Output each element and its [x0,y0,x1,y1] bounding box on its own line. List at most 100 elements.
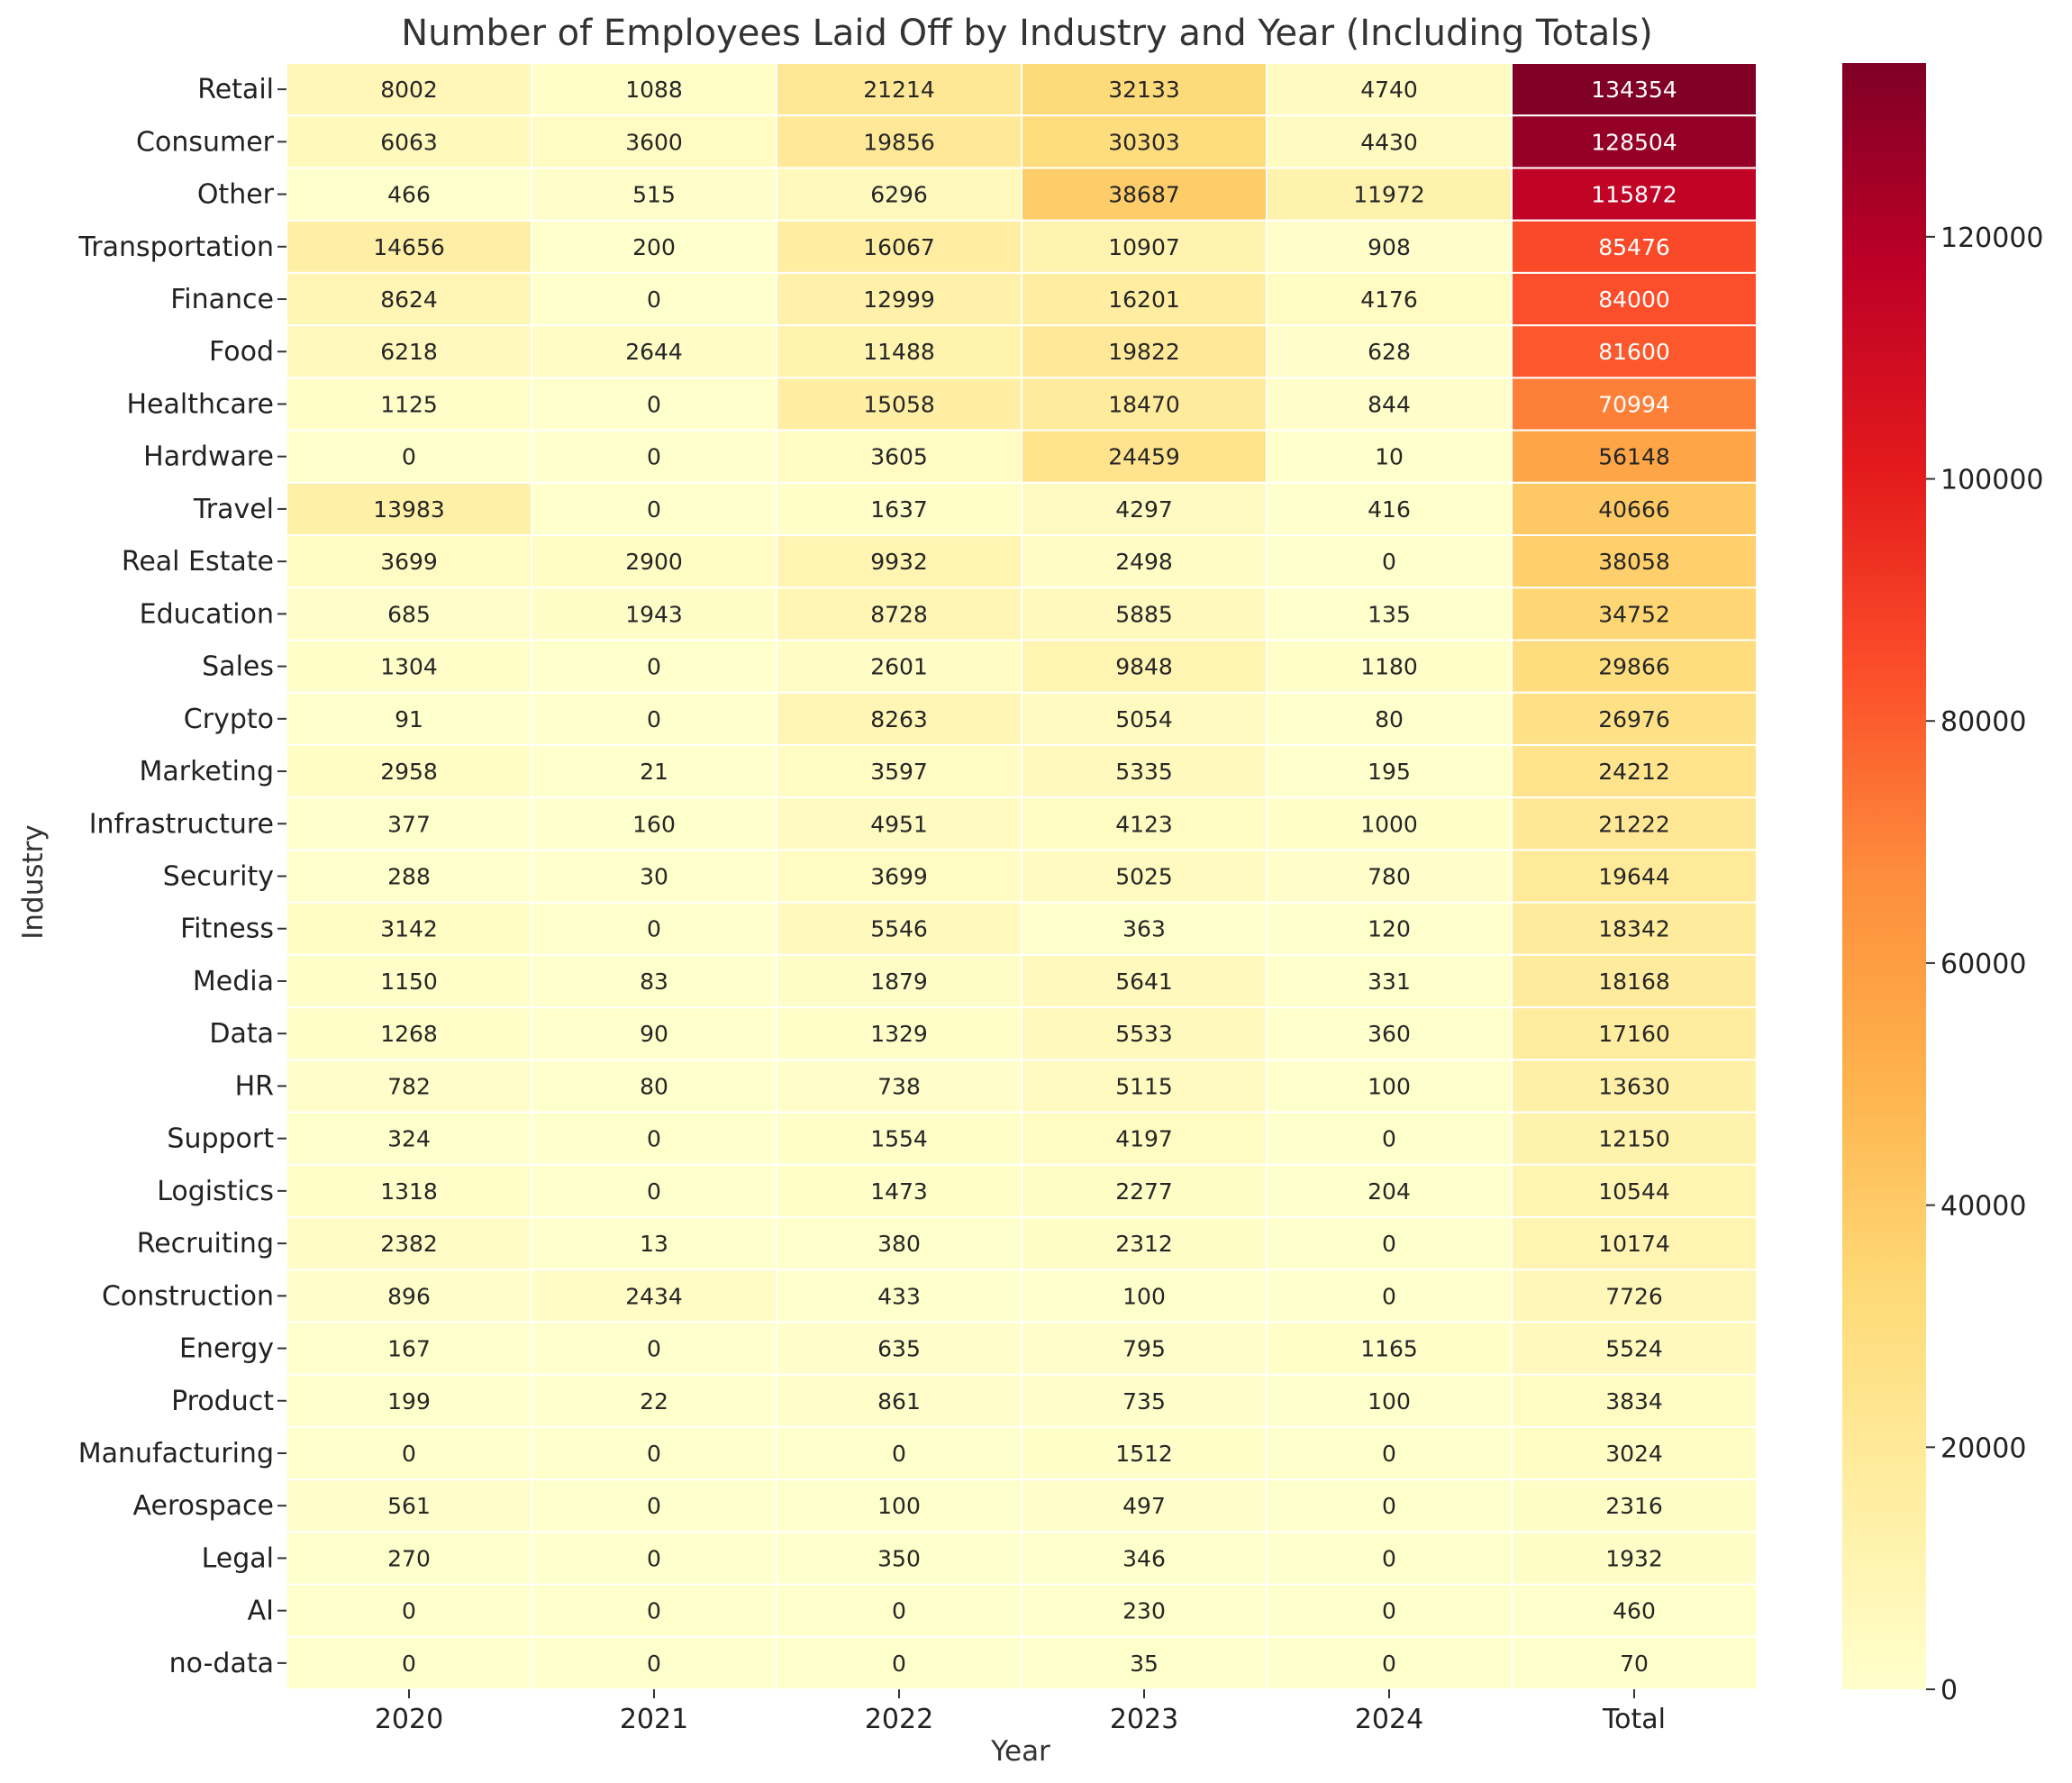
cell-value-label: 90 [640,1021,668,1047]
y-tick-label: Product [171,1386,274,1417]
cell-value-label: 0 [647,496,661,523]
cell-value-label: 3699 [380,549,438,575]
cell-value-label: 1512 [1115,1441,1173,1467]
cell-value-label: 11488 [863,339,935,365]
cell-value-label: 561 [387,1493,431,1519]
cell-value-label: 1125 [380,391,438,417]
cell-value-label: 100 [1122,1283,1166,1309]
cell-value-label: 22 [640,1388,668,1415]
cell-value-label: 1329 [870,1021,928,1047]
cell-value-label: 16201 [1108,287,1180,313]
cell-value-label: 0 [647,287,661,313]
cell-value-label: 1165 [1360,1336,1418,1362]
cell-value-label: 4176 [1360,287,1418,313]
cell-value-label: 19644 [1598,864,1670,890]
y-tick-label: Crypto [184,704,274,735]
cell-value-label: 2434 [625,1283,683,1309]
y-tick-label: Construction [102,1280,274,1312]
cell-value-label: 2958 [380,759,438,785]
colorbar: 0 20000 40000 60000 80000 100000 120000 [1842,63,2044,1706]
cell-value-label: 0 [647,1441,661,1467]
x-tick-label: 2021 [620,1704,688,1735]
y-tick-label: Fitness [180,914,274,945]
y-tick-label: Travel [193,494,274,525]
cell-value-label: 1554 [870,1126,928,1152]
y-tick-label: Media [193,966,274,997]
y-tick-label: AI [248,1596,274,1627]
cell-value-label: 4430 [1360,129,1418,155]
cell-value-label: 1088 [625,77,683,103]
y-tick-label: Logistics [157,1176,274,1207]
y-tick-label: Energy [179,1333,274,1365]
cell-value-label: 91 [395,706,423,732]
cell-value-label: 896 [387,1283,431,1309]
cell-value-label: 0 [1382,1651,1396,1677]
y-tick-label: Sales [202,651,274,683]
cell-value-label: 288 [387,864,431,890]
cell-value-label: 0 [1382,1545,1396,1571]
cell-value-label: 0 [1382,1598,1396,1624]
x-tick-label: 2023 [1110,1704,1178,1735]
y-tick-label: Healthcare [126,388,274,420]
cell-value-label: 331 [1368,969,1411,995]
cell-value-label: 5054 [1115,706,1173,732]
cell-value-label: 350 [877,1545,921,1571]
cell-value-label: 12999 [863,287,935,313]
cell-value-label: 38687 [1108,182,1180,208]
cell-value-label: 0 [647,1336,661,1362]
cell-value-label: 81600 [1598,339,1670,365]
cell-value-label: 115872 [1591,182,1677,208]
cell-value-label: 70 [1620,1651,1649,1677]
y-tick-label: Hardware [143,441,274,473]
cell-value-label: 346 [1122,1545,1166,1571]
cell-value-label: 30 [640,864,668,890]
cell-value-label: 0 [1382,1441,1396,1467]
cell-value-label: 0 [1382,549,1396,575]
y-tick-label: Food [209,336,274,368]
cell-value-label: 30303 [1108,129,1180,155]
cell-value-label: 0 [1382,1283,1396,1309]
cell-value-label: 19856 [863,129,935,155]
cell-value-label: 1150 [380,969,438,995]
cell-value-label: 2312 [1115,1231,1173,1257]
cell-value-label: 0 [1382,1126,1396,1152]
cell-value-label: 21214 [863,77,935,103]
cell-value-label: 4740 [1360,77,1418,103]
cell-value-label: 7726 [1605,1283,1663,1309]
cell-value-label: 2316 [1605,1493,1663,1519]
cell-value-label: 1180 [1360,654,1418,680]
cell-value-label: 433 [877,1283,921,1309]
cell-value-label: 628 [1368,339,1411,365]
cell-value-label: 780 [1368,864,1411,890]
cell-value-label: 2900 [625,549,683,575]
cell-value-label: 416 [1368,496,1411,523]
y-tick-label: no-data [169,1648,274,1679]
y-tick-label: Finance [170,284,274,315]
cell-value-label: 1318 [380,1178,438,1205]
y-tick-label: Infrastructure [89,808,274,840]
cell-value-label: 380 [877,1231,921,1257]
cell-value-label: 0 [402,444,416,470]
cell-value-label: 0 [892,1598,906,1624]
cell-value-label: 0 [647,706,661,732]
cell-value-label: 0 [647,1651,661,1677]
cell-value-label: 10174 [1598,1231,1670,1257]
cell-value-label: 230 [1122,1598,1166,1624]
y-tick-label: Retail [197,74,274,105]
x-axis-ticks: 2020 2021 2022 2023 2024 Total [375,1689,1666,1735]
cell-value-label: 635 [877,1336,921,1362]
cell-value-label: 738 [877,1073,921,1099]
cell-value-label: 120 [1368,916,1411,942]
cell-value-label: 56148 [1598,444,1670,470]
cell-value-label: 2277 [1115,1178,1173,1205]
y-tick-label: Legal [202,1542,274,1574]
cell-value-label: 13 [640,1231,668,1257]
y-tick-label: Consumer [136,126,275,158]
cell-value-label: 1473 [870,1178,928,1205]
cell-value-label: 0 [647,916,661,942]
cell-value-label: 200 [632,234,676,260]
cell-value-label: 0 [647,654,661,680]
cell-value-label: 466 [387,182,431,208]
cell-value-label: 0 [402,1441,416,1467]
cell-value-label: 1304 [380,654,438,680]
